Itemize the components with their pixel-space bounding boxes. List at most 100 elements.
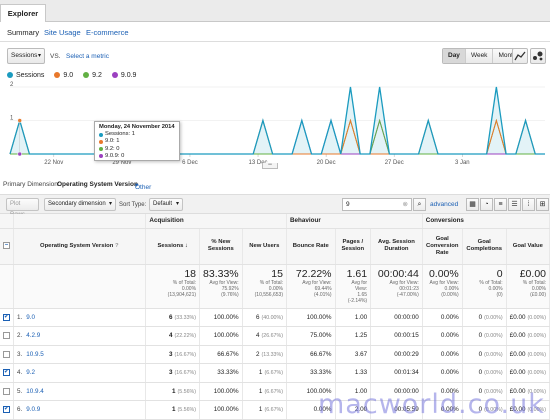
- tab-explorer[interactable]: Explorer: [0, 4, 46, 22]
- total-subtext: (-47.00%): [396, 291, 419, 298]
- header-sessions[interactable]: Sessions ↓: [145, 228, 201, 265]
- header-avg-duration[interactable]: Avg. Session Duration: [370, 228, 423, 265]
- search-icon[interactable]: ⌕: [413, 198, 426, 211]
- secondary-dimension-dropdown[interactable]: Secondary dimension ▾: [44, 198, 116, 211]
- legend-item-sessions[interactable]: Sessions: [7, 70, 44, 80]
- header-label: Sessions: [157, 242, 184, 249]
- chart-resize-handle[interactable]: ═: [262, 163, 278, 169]
- total-subtext: 75.92%: [221, 285, 239, 292]
- select-all-column[interactable]: –: [0, 228, 14, 265]
- comparison-view-icon[interactable]: ☰: [508, 198, 521, 211]
- pie-view-icon[interactable]: ◔: [480, 198, 493, 211]
- header-goal-rate[interactable]: Goal Conversion Rate: [422, 228, 463, 265]
- row-checkbox-cell[interactable]: ✔: [0, 363, 14, 383]
- os-version-link[interactable]: 9.0: [26, 313, 36, 321]
- sort-type-label: Sort Type:: [119, 202, 147, 208]
- chart-tooltip: Monday, 24 November 2014 Sessions: 1 9.0…: [94, 121, 180, 161]
- help-icon[interactable]: ?: [114, 242, 119, 249]
- table-row[interactable]: ✔ 1. 9.0 6 (33.33%) 100.00% 6 (40.00%) 100.00% 1.…: [0, 308, 550, 327]
- legend-item-9-2[interactable]: 9.2: [83, 70, 102, 80]
- new-sessions-cell: 100.00%: [199, 308, 243, 327]
- row-index: 6.: [17, 406, 23, 414]
- plot-rows-button[interactable]: Plot Rows: [6, 198, 39, 218]
- subtab-site-usage[interactable]: Site Usage: [44, 28, 81, 37]
- table-row[interactable]: 3. 10.9.5 3 (16.67%) 66.67% 2 (13.33%) 66.67% 3.…: [0, 345, 550, 364]
- row-checkbox[interactable]: ✔: [3, 406, 10, 414]
- os-version-link[interactable]: 9.2: [26, 369, 36, 377]
- row-checkbox-cell[interactable]: ✔: [0, 400, 14, 420]
- row-checkbox[interactable]: ✔: [3, 369, 10, 377]
- row-checkbox[interactable]: [3, 350, 10, 358]
- series-dot-icon: [99, 140, 103, 144]
- metric-dropdown[interactable]: Sessions ▾: [7, 48, 45, 64]
- header-bounce-rate[interactable]: Bounce Rate: [286, 228, 336, 265]
- os-version-link[interactable]: 4.2.9: [26, 332, 41, 340]
- select-metric-link[interactable]: Select a metric: [66, 53, 109, 60]
- goal-rate-cell: 0.00%: [422, 382, 463, 401]
- search-input[interactable]: 9 ⊗: [342, 198, 412, 211]
- new-users-percent: (26.67%): [261, 333, 283, 340]
- row-checkbox-cell[interactable]: ✔: [0, 308, 14, 327]
- header-os-version[interactable]: Operating System Version ?: [13, 228, 147, 265]
- row-checkbox-cell[interactable]: [0, 345, 14, 364]
- motion-chart-icon[interactable]: [530, 48, 546, 64]
- new-users-percent: (6.67%): [264, 370, 283, 377]
- goal-rate-cell: 0.00%: [422, 363, 463, 383]
- header-pages-session[interactable]: Pages / Session: [335, 228, 372, 265]
- header-new-users[interactable]: New Users: [242, 228, 287, 265]
- total-subtext: (4.01%): [314, 291, 332, 298]
- row-checkbox-cell[interactable]: [0, 382, 14, 401]
- term-cloud-view-icon[interactable]: ⁞: [522, 198, 535, 211]
- goal-rate-cell: 0.00%: [422, 326, 463, 346]
- table-view-icon[interactable]: ▦: [466, 198, 479, 211]
- total-value: 00:00:44: [377, 267, 419, 280]
- row-checkbox-cell[interactable]: [0, 326, 14, 346]
- total-subtext: 0.00%: [488, 285, 503, 292]
- table-row[interactable]: 2. 4.2.9 4 (22.22%) 100.00% 4 (26.67%) 75.00% 1.…: [0, 326, 550, 346]
- total-subtext: Avg for View:: [351, 279, 368, 292]
- legend-item-9-0-9[interactable]: 9.0.9: [111, 70, 136, 80]
- pivot-view-icon[interactable]: ⊞: [536, 198, 549, 211]
- clear-icon[interactable]: ⊗: [402, 201, 408, 208]
- subtab-summary[interactable]: Summary: [7, 28, 40, 37]
- header-new-sessions[interactable]: % New Sessions: [199, 228, 243, 265]
- performance-view-icon[interactable]: ≡: [494, 198, 507, 211]
- goal-completions-value: 0: [478, 406, 483, 414]
- line-chart-icon[interactable]: [512, 48, 528, 64]
- os-version-link[interactable]: 10.9.5: [26, 350, 44, 358]
- row-checkbox[interactable]: ✔: [3, 313, 10, 321]
- other-dimension-link[interactable]: Other ▾: [135, 182, 152, 191]
- total-cell: £0.00% of Total: 0.00% (£0.00): [506, 264, 550, 309]
- series-dot-icon: [99, 147, 103, 152]
- row-checkbox[interactable]: [3, 387, 10, 395]
- table-row[interactable]: ✔ 4. 9.2 3 (16.67%) 33.33% 1 (6.67%) 33.33% 1.33 0…: [0, 363, 550, 383]
- goal-value-percent: (0.00%): [527, 351, 546, 358]
- y-tick-label: 2: [10, 82, 14, 88]
- os-cell: 3. 10.9.5: [13, 345, 147, 364]
- tooltip-row: 9.0: 1: [99, 138, 175, 145]
- table-row[interactable]: 5. 10.9.4 1 (5.56%) 100.00% 1 (6.67%) 100.00% 1.…: [0, 382, 550, 401]
- sessions-line-chart[interactable]: 2 1 22 Nov 29 Nov 6 Dec 13 Dec 20 Dec 27 Dec 3 J…: [0, 80, 550, 168]
- table-row[interactable]: ✔ 6. 9.0.9 1 (5.56%) 100.00% 1 (6.67%) 0.00% 2.00…: [0, 400, 550, 420]
- period-day-button[interactable]: Day: [443, 49, 466, 63]
- total-cell: 0% of Total: 0.00% (0): [462, 264, 507, 309]
- x-tick-label: 29 Nov: [112, 160, 131, 166]
- subtab-ecommerce[interactable]: E-commerce: [86, 28, 129, 37]
- sort-type-dropdown[interactable]: Default ▾: [149, 198, 183, 211]
- os-version-link[interactable]: 10.9.4: [26, 387, 44, 395]
- advanced-filter-link[interactable]: advanced: [430, 201, 459, 208]
- os-version-link[interactable]: 9.0.9: [26, 406, 41, 414]
- new-users-percent: (40.00%): [261, 314, 283, 321]
- header-goal-completions[interactable]: Goal Completions: [462, 228, 507, 265]
- legend-item-9-0[interactable]: 9.0: [54, 70, 73, 80]
- total-cell: 0.00% Avg for View: 0.00% (0.00%): [422, 264, 463, 309]
- row-checkbox[interactable]: [3, 332, 10, 340]
- sessions-value: 4: [169, 332, 173, 340]
- total-value: 72.22%: [295, 267, 332, 280]
- select-all-checkbox[interactable]: –: [3, 241, 10, 249]
- goal-value-cell: £0.00 (0.00%): [506, 326, 550, 346]
- header-goal-value[interactable]: Goal Value: [506, 228, 550, 265]
- goal-value-cell: £0.00 (0.00%): [506, 345, 550, 364]
- sessions-value: 1: [171, 406, 176, 414]
- period-week-button[interactable]: Week: [465, 49, 494, 63]
